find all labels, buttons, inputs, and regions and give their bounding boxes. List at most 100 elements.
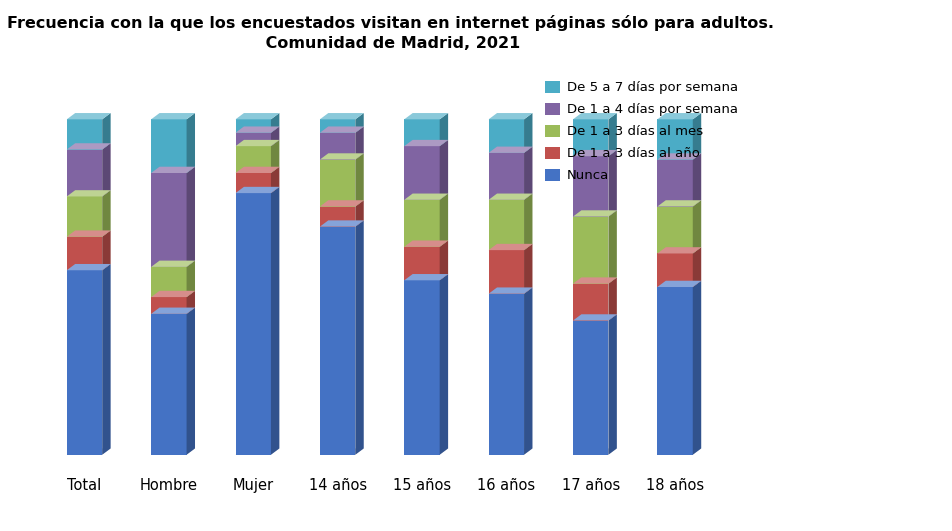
Polygon shape: [573, 284, 608, 321]
Polygon shape: [102, 143, 110, 196]
Polygon shape: [320, 126, 364, 133]
Polygon shape: [102, 190, 110, 237]
Polygon shape: [488, 200, 524, 250]
Polygon shape: [187, 113, 195, 173]
Polygon shape: [693, 153, 702, 207]
Polygon shape: [355, 220, 364, 455]
Polygon shape: [608, 150, 617, 217]
Polygon shape: [235, 146, 271, 173]
Polygon shape: [657, 153, 702, 160]
Polygon shape: [405, 140, 448, 146]
Polygon shape: [235, 126, 279, 133]
Polygon shape: [271, 187, 279, 455]
Polygon shape: [488, 147, 532, 153]
Polygon shape: [488, 193, 532, 200]
Polygon shape: [320, 153, 364, 160]
Polygon shape: [405, 247, 440, 280]
Polygon shape: [320, 227, 355, 455]
Polygon shape: [67, 150, 102, 196]
Polygon shape: [187, 167, 195, 267]
Polygon shape: [488, 294, 524, 455]
Polygon shape: [320, 200, 364, 207]
Polygon shape: [657, 207, 693, 253]
Polygon shape: [608, 277, 617, 321]
Polygon shape: [657, 253, 693, 287]
Polygon shape: [657, 113, 702, 119]
Polygon shape: [151, 167, 195, 173]
Polygon shape: [488, 244, 532, 250]
Polygon shape: [440, 193, 448, 247]
Polygon shape: [235, 113, 279, 119]
Polygon shape: [405, 193, 448, 200]
Polygon shape: [524, 287, 532, 455]
Polygon shape: [405, 241, 448, 247]
Polygon shape: [187, 261, 195, 297]
Polygon shape: [355, 113, 364, 133]
Polygon shape: [488, 153, 524, 200]
Polygon shape: [151, 113, 195, 119]
Polygon shape: [235, 140, 279, 146]
Polygon shape: [151, 119, 187, 173]
Polygon shape: [573, 217, 608, 284]
Legend: De 5 a 7 días por semana, De 1 a 4 días por semana, De 1 a 3 días al mes, De 1 a: De 5 a 7 días por semana, De 1 a 4 días …: [540, 75, 743, 187]
Polygon shape: [151, 173, 187, 267]
Polygon shape: [657, 200, 702, 207]
Polygon shape: [657, 448, 702, 455]
Polygon shape: [320, 133, 355, 160]
Polygon shape: [573, 150, 617, 156]
Polygon shape: [405, 119, 440, 146]
Polygon shape: [151, 297, 187, 314]
Polygon shape: [235, 187, 279, 193]
Polygon shape: [355, 200, 364, 227]
Polygon shape: [608, 314, 617, 455]
Polygon shape: [67, 190, 110, 196]
Polygon shape: [355, 126, 364, 160]
Polygon shape: [235, 167, 279, 173]
Polygon shape: [320, 160, 355, 207]
Polygon shape: [102, 113, 110, 150]
Polygon shape: [524, 193, 532, 250]
Polygon shape: [271, 167, 279, 193]
Polygon shape: [573, 113, 617, 119]
Polygon shape: [405, 448, 448, 455]
Polygon shape: [67, 448, 110, 455]
Polygon shape: [235, 448, 279, 455]
Polygon shape: [320, 207, 355, 227]
Polygon shape: [320, 119, 355, 133]
Polygon shape: [657, 119, 693, 160]
Polygon shape: [151, 291, 195, 297]
Polygon shape: [608, 113, 617, 156]
Polygon shape: [67, 196, 102, 237]
Polygon shape: [271, 140, 279, 173]
Polygon shape: [693, 113, 702, 160]
Polygon shape: [657, 287, 693, 455]
Polygon shape: [271, 113, 279, 133]
Polygon shape: [151, 267, 187, 297]
Polygon shape: [488, 448, 532, 455]
Polygon shape: [320, 448, 364, 455]
Polygon shape: [693, 200, 702, 253]
Polygon shape: [573, 314, 617, 321]
Polygon shape: [187, 307, 195, 455]
Polygon shape: [405, 200, 440, 247]
Polygon shape: [235, 173, 271, 193]
Polygon shape: [355, 153, 364, 207]
Polygon shape: [524, 244, 532, 294]
Polygon shape: [102, 264, 110, 455]
Polygon shape: [235, 119, 271, 133]
Polygon shape: [67, 143, 110, 150]
Polygon shape: [187, 291, 195, 314]
Polygon shape: [573, 119, 608, 156]
Polygon shape: [440, 241, 448, 280]
Polygon shape: [573, 277, 617, 284]
Polygon shape: [67, 264, 110, 270]
Polygon shape: [573, 321, 608, 455]
Polygon shape: [405, 274, 448, 280]
Polygon shape: [271, 126, 279, 146]
Polygon shape: [573, 448, 617, 455]
Polygon shape: [151, 314, 187, 455]
Polygon shape: [488, 113, 532, 119]
Polygon shape: [67, 113, 110, 119]
Polygon shape: [67, 230, 110, 237]
Polygon shape: [405, 113, 448, 119]
